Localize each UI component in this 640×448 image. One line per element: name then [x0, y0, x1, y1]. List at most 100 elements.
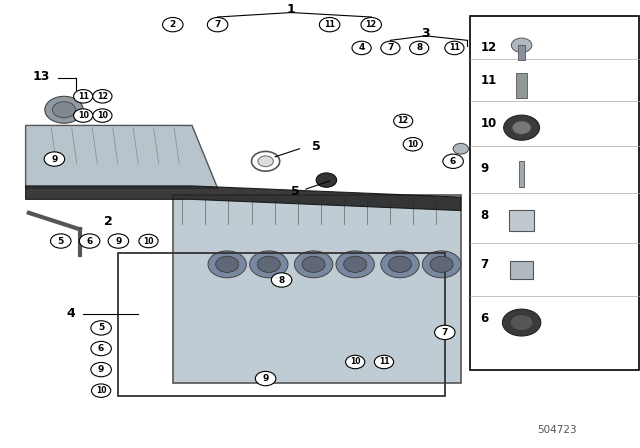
Text: 11: 11	[449, 43, 460, 52]
Text: 9: 9	[262, 374, 269, 383]
Circle shape	[403, 138, 422, 151]
Circle shape	[207, 17, 228, 32]
Text: 6: 6	[481, 311, 489, 325]
Circle shape	[108, 234, 129, 248]
Text: 10: 10	[97, 111, 108, 120]
Circle shape	[374, 355, 394, 369]
Text: 5: 5	[98, 323, 104, 332]
Text: 6: 6	[86, 237, 93, 246]
Circle shape	[92, 384, 111, 397]
Text: 10: 10	[96, 386, 106, 395]
Circle shape	[91, 321, 111, 335]
Text: 12: 12	[477, 43, 489, 52]
Text: 8: 8	[416, 43, 422, 52]
Text: 2: 2	[104, 215, 113, 228]
FancyBboxPatch shape	[509, 210, 534, 231]
Text: 11: 11	[379, 358, 389, 366]
Text: 9: 9	[98, 365, 104, 374]
Text: 9: 9	[51, 155, 58, 164]
Circle shape	[316, 173, 337, 187]
Circle shape	[45, 96, 83, 123]
Circle shape	[52, 102, 76, 118]
Circle shape	[91, 362, 111, 377]
Circle shape	[250, 251, 288, 278]
Circle shape	[139, 234, 158, 248]
Text: 13: 13	[33, 69, 51, 83]
Text: 5: 5	[58, 237, 64, 246]
Text: 11: 11	[481, 74, 497, 87]
Text: 8: 8	[481, 208, 489, 222]
Text: 3: 3	[421, 27, 430, 40]
Circle shape	[381, 41, 400, 55]
Polygon shape	[26, 186, 461, 211]
Polygon shape	[26, 125, 218, 188]
FancyBboxPatch shape	[510, 261, 533, 279]
Text: 7: 7	[442, 328, 448, 337]
Text: 11: 11	[77, 92, 89, 101]
Circle shape	[216, 256, 239, 272]
Text: 504723: 504723	[537, 425, 577, 435]
Circle shape	[163, 17, 183, 32]
Text: 1: 1	[287, 3, 296, 17]
Circle shape	[445, 41, 464, 55]
Circle shape	[346, 355, 365, 369]
Circle shape	[502, 309, 541, 336]
Text: 11: 11	[324, 20, 335, 29]
FancyBboxPatch shape	[516, 73, 527, 98]
Circle shape	[255, 371, 276, 386]
Text: 7: 7	[387, 43, 394, 52]
Circle shape	[489, 123, 535, 155]
FancyBboxPatch shape	[518, 45, 525, 60]
Text: 5: 5	[291, 185, 300, 198]
Text: 6: 6	[450, 157, 456, 166]
Text: 9: 9	[115, 237, 122, 246]
Text: 10: 10	[143, 237, 154, 246]
Circle shape	[271, 273, 292, 287]
Circle shape	[510, 314, 533, 331]
Circle shape	[394, 114, 413, 128]
Circle shape	[302, 256, 325, 272]
Circle shape	[252, 151, 280, 171]
Text: 10: 10	[481, 116, 497, 130]
Circle shape	[410, 41, 429, 55]
Text: 10: 10	[407, 140, 419, 149]
Circle shape	[93, 90, 112, 103]
Polygon shape	[173, 195, 461, 383]
Circle shape	[79, 234, 100, 248]
Circle shape	[361, 17, 381, 32]
Circle shape	[319, 17, 340, 32]
Circle shape	[511, 38, 532, 52]
Circle shape	[512, 121, 531, 134]
Circle shape	[453, 143, 468, 154]
Circle shape	[504, 115, 540, 140]
Circle shape	[474, 41, 493, 55]
Circle shape	[388, 256, 412, 272]
Text: 4: 4	[358, 43, 365, 52]
Text: 4: 4	[66, 307, 75, 320]
Circle shape	[430, 256, 453, 272]
Circle shape	[208, 251, 246, 278]
Text: 13: 13	[535, 85, 553, 99]
Circle shape	[344, 256, 367, 272]
FancyBboxPatch shape	[519, 161, 524, 187]
Circle shape	[51, 234, 71, 248]
Text: 5: 5	[312, 140, 321, 154]
Text: 10: 10	[350, 358, 360, 366]
Text: 7: 7	[214, 20, 221, 29]
Circle shape	[258, 156, 273, 167]
Circle shape	[381, 251, 419, 278]
FancyBboxPatch shape	[470, 16, 639, 370]
Circle shape	[435, 325, 455, 340]
Circle shape	[93, 109, 112, 122]
Text: 12: 12	[481, 40, 497, 54]
Circle shape	[497, 128, 527, 150]
Circle shape	[336, 251, 374, 278]
Circle shape	[44, 152, 65, 166]
Text: 12: 12	[97, 92, 108, 101]
Text: 12: 12	[365, 20, 377, 29]
Text: 9: 9	[481, 161, 489, 175]
Text: 2: 2	[170, 20, 176, 29]
Circle shape	[257, 256, 280, 272]
Text: 10: 10	[77, 111, 89, 120]
Text: 8: 8	[278, 276, 285, 284]
